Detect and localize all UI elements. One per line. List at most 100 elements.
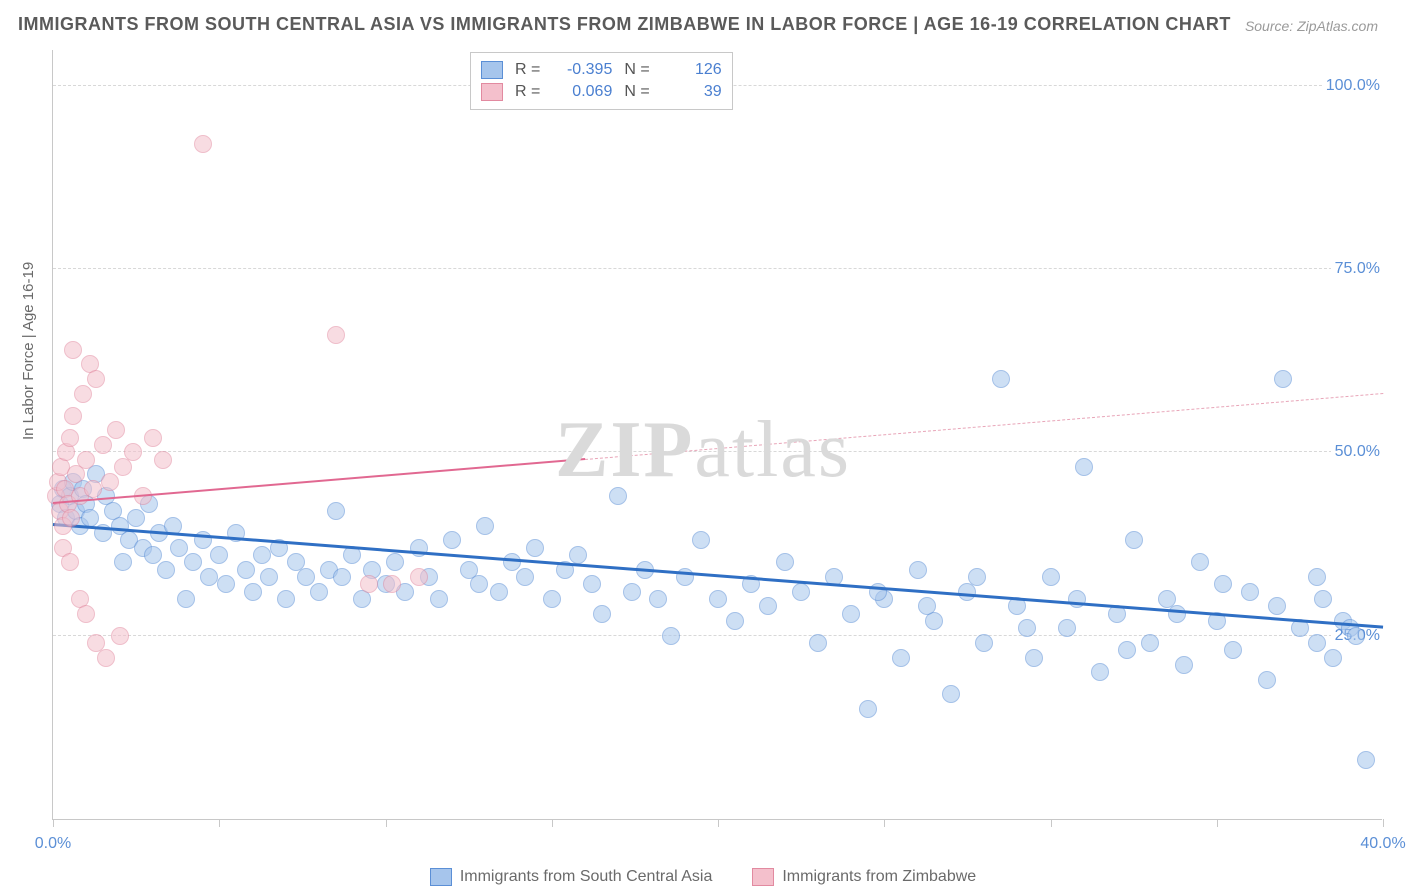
x-tick xyxy=(386,819,387,827)
scatter-point-sca xyxy=(692,531,710,549)
source-label: Source: xyxy=(1245,18,1293,34)
legend-swatch xyxy=(481,83,503,101)
scatter-point-sca xyxy=(1241,583,1259,601)
x-tick-label: 0.0% xyxy=(35,835,71,853)
scatter-point-sca xyxy=(1025,649,1043,667)
x-tick xyxy=(1217,819,1218,827)
scatter-point-sca xyxy=(709,590,727,608)
scatter-point-sca xyxy=(809,634,827,652)
scatter-point-sca xyxy=(792,583,810,601)
x-tick xyxy=(53,819,54,827)
scatter-point-sca xyxy=(114,553,132,571)
scatter-point-sca xyxy=(177,590,195,608)
scatter-point-zim xyxy=(77,605,95,623)
scatter-point-sca xyxy=(859,700,877,718)
y-tick-label: 100.0% xyxy=(1322,77,1384,95)
scatter-point-sca xyxy=(217,575,235,593)
scatter-point-sca xyxy=(490,583,508,601)
scatter-point-sca xyxy=(1308,634,1326,652)
trend-line xyxy=(53,458,585,504)
scatter-point-sca xyxy=(1091,663,1109,681)
stat-n-value: 39 xyxy=(662,83,722,101)
scatter-point-zim xyxy=(111,627,129,645)
scatter-point-sca xyxy=(569,546,587,564)
scatter-point-zim xyxy=(87,370,105,388)
x-tick xyxy=(884,819,885,827)
gridline xyxy=(53,268,1382,269)
scatter-point-sca xyxy=(543,590,561,608)
scatter-point-sca xyxy=(327,502,345,520)
scatter-point-sca xyxy=(593,605,611,623)
scatter-point-sca xyxy=(583,575,601,593)
x-tick xyxy=(1383,819,1384,827)
x-tick xyxy=(718,819,719,827)
stat-n-label: N = xyxy=(624,83,649,101)
scatter-point-sca xyxy=(776,553,794,571)
scatter-point-sca xyxy=(430,590,448,608)
scatter-point-sca xyxy=(975,634,993,652)
scatter-point-sca xyxy=(260,568,278,586)
scatter-point-zim xyxy=(107,421,125,439)
scatter-point-sca xyxy=(184,553,202,571)
scatter-point-sca xyxy=(1141,634,1159,652)
scatter-point-sca xyxy=(662,627,680,645)
scatter-point-sca xyxy=(144,546,162,564)
scatter-point-sca xyxy=(170,539,188,557)
scatter-point-zim xyxy=(144,429,162,447)
gridline xyxy=(53,635,1382,636)
scatter-point-zim xyxy=(74,385,92,403)
scatter-point-zim xyxy=(410,568,428,586)
x-tick xyxy=(219,819,220,827)
scatter-point-sca xyxy=(253,546,271,564)
source-value: ZipAtlas.com xyxy=(1297,18,1378,34)
scatter-point-zim xyxy=(101,473,119,491)
scatter-point-zim xyxy=(61,429,79,447)
scatter-point-zim xyxy=(77,451,95,469)
stat-r-value: 0.069 xyxy=(552,83,612,101)
scatter-point-sca xyxy=(892,649,910,667)
scatter-point-zim xyxy=(84,480,102,498)
scatter-point-sca xyxy=(909,561,927,579)
scatter-point-sca xyxy=(1258,671,1276,689)
source-attribution: Source: ZipAtlas.com xyxy=(1245,18,1378,34)
scatter-point-sca xyxy=(157,561,175,579)
scatter-point-sca xyxy=(1018,619,1036,637)
scatter-point-sca xyxy=(210,546,228,564)
y-tick-label: 50.0% xyxy=(1331,443,1384,461)
scatter-point-sca xyxy=(1125,531,1143,549)
scatter-point-sca xyxy=(992,370,1010,388)
scatter-point-sca xyxy=(1347,627,1365,645)
scatter-point-zim xyxy=(62,509,80,527)
scatter-point-sca xyxy=(759,597,777,615)
legend-item-sca: Immigrants from South Central Asia xyxy=(430,868,713,886)
stats-row-sca: R =-0.395N =126 xyxy=(481,59,722,81)
y-axis-label: In Labor Force | Age 16-19 xyxy=(20,262,37,440)
scatter-point-zim xyxy=(94,436,112,454)
scatter-point-sca xyxy=(386,553,404,571)
scatter-point-zim xyxy=(360,575,378,593)
scatter-point-sca xyxy=(526,539,544,557)
scatter-point-sca xyxy=(516,568,534,586)
legend-item-zim: Immigrants from Zimbabwe xyxy=(752,868,976,886)
scatter-point-sca xyxy=(609,487,627,505)
legend-swatch xyxy=(752,868,774,886)
scatter-point-sca xyxy=(1191,553,1209,571)
scatter-point-sca xyxy=(1268,597,1286,615)
stat-r-value: -0.395 xyxy=(552,61,612,79)
stat-n-value: 126 xyxy=(662,61,722,79)
y-tick-label: 75.0% xyxy=(1331,260,1384,278)
scatter-point-sca xyxy=(244,583,262,601)
scatter-point-sca xyxy=(503,553,521,571)
chart-plot-area: 25.0%50.0%75.0%100.0%0.0%40.0% xyxy=(52,50,1382,820)
scatter-point-sca xyxy=(1042,568,1060,586)
scatter-point-sca xyxy=(649,590,667,608)
scatter-point-sca xyxy=(237,561,255,579)
legend-label: Immigrants from South Central Asia xyxy=(460,868,713,886)
x-tick-label: 40.0% xyxy=(1360,835,1405,853)
legend-swatch xyxy=(481,61,503,79)
scatter-point-sca xyxy=(1118,641,1136,659)
scatter-point-sca xyxy=(333,568,351,586)
scatter-point-sca xyxy=(623,583,641,601)
scatter-point-sca xyxy=(1224,641,1242,659)
scatter-point-sca xyxy=(1168,605,1186,623)
